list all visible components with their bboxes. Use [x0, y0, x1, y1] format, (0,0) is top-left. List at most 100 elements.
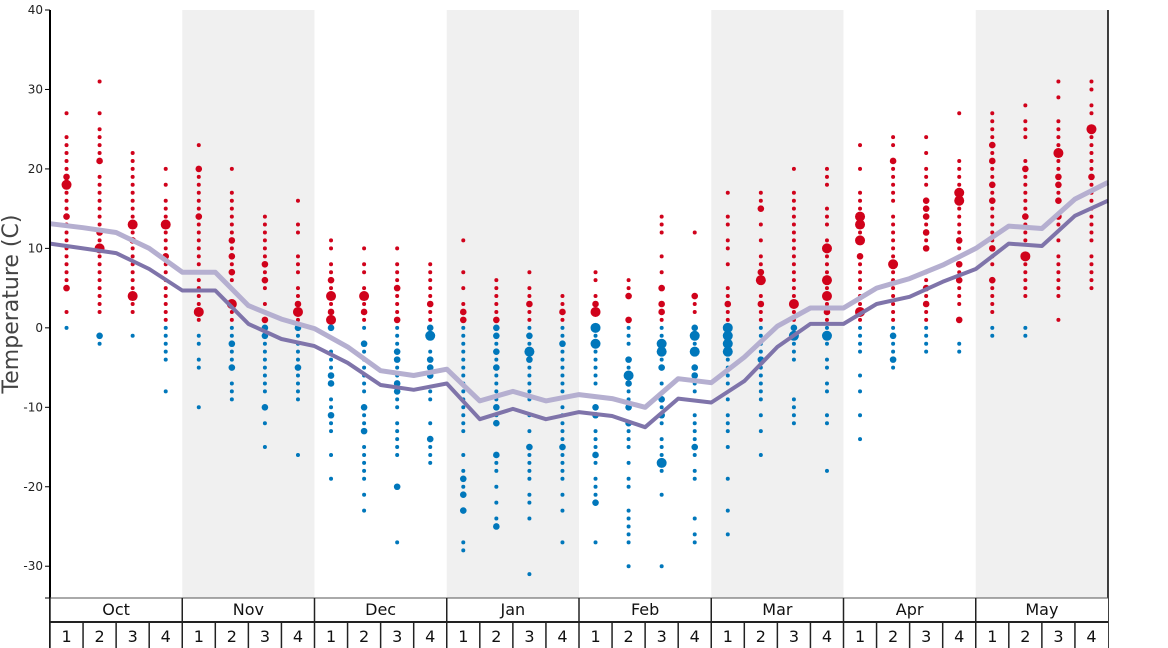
temperature-dot: [626, 333, 631, 338]
temperature-dot: [722, 330, 733, 341]
temperature-dot: [924, 238, 929, 243]
temperature-dot: [262, 254, 267, 259]
temperature-dot: [1089, 182, 1094, 187]
temperature-dot: [461, 357, 466, 362]
temperature-dot: [990, 333, 995, 338]
temperature-dot: [295, 262, 300, 267]
temperature-dot: [163, 206, 168, 211]
temperature-dot: [229, 214, 234, 219]
temperature-dot: [329, 421, 334, 426]
temperature-dot: [758, 309, 763, 314]
temperature-dot: [494, 516, 499, 521]
temperature-dot: [758, 373, 763, 378]
temperature-dot: [1056, 127, 1061, 132]
temperature-dot: [922, 205, 930, 212]
y-tick-label: -10: [23, 400, 43, 414]
temperature-dot: [626, 508, 631, 513]
temperature-dot: [395, 302, 400, 306]
temperature-dot: [924, 278, 929, 283]
temperature-dot: [461, 421, 466, 426]
temperature-dot: [1023, 127, 1028, 132]
temperature-dot: [1056, 317, 1061, 322]
temperature-dot: [64, 158, 69, 163]
temperature-dot: [824, 174, 829, 179]
temperature-dot: [957, 294, 962, 299]
temperature-dot: [461, 286, 466, 291]
temperature-dot: [295, 381, 300, 386]
temperature-dot: [1089, 151, 1094, 156]
temperature-dot: [1023, 270, 1028, 275]
temperature-dot: [891, 246, 896, 251]
temperature-dot: [329, 397, 334, 402]
temperature-dot: [461, 548, 466, 553]
temperature-dot: [229, 222, 234, 227]
temperature-dot: [1023, 238, 1028, 243]
week-label: 2: [756, 627, 766, 646]
temperature-dot: [692, 309, 697, 314]
temperature-dot: [626, 516, 631, 521]
temperature-dot: [858, 166, 863, 171]
temperature-dot: [63, 173, 70, 181]
temperature-dot: [626, 564, 631, 569]
temperature-dot: [97, 127, 102, 132]
temperature-dot: [228, 364, 236, 371]
temperature-dot: [130, 198, 135, 203]
temperature-dot: [130, 206, 135, 211]
temperature-dot: [725, 429, 730, 434]
temperature-dot: [891, 198, 896, 203]
temperature-dot: [957, 214, 962, 219]
temperature-dot: [957, 182, 962, 187]
temperature-dot: [163, 349, 168, 354]
temperature-dot: [494, 357, 499, 362]
week-label: 4: [161, 627, 171, 646]
temperature-dot: [428, 262, 433, 267]
temperature-dot: [922, 245, 930, 252]
temperature-dot: [362, 246, 367, 251]
temperature-dot: [1089, 262, 1094, 267]
temperature-dot: [593, 373, 598, 378]
temperature-dot: [1086, 124, 1097, 135]
temperature-dot: [758, 429, 763, 434]
temperature-dot: [163, 333, 168, 338]
temperature-dot: [560, 468, 565, 473]
temperature-dot: [791, 278, 796, 283]
month-label: Jan: [500, 600, 526, 619]
temperature-dot: [891, 294, 896, 299]
temperature-dot: [130, 333, 135, 338]
temperature-dot: [1023, 262, 1028, 267]
temperature-dot: [362, 452, 367, 457]
temperature-dot: [858, 389, 863, 394]
week-label: 1: [61, 627, 71, 646]
temperature-dot: [97, 174, 102, 179]
temperature-dot: [1023, 119, 1028, 124]
temperature-dot: [626, 476, 631, 481]
y-tick-label: 20: [28, 162, 43, 176]
temperature-dot: [791, 341, 796, 346]
temperature-dot: [659, 468, 664, 473]
temperature-dot: [891, 135, 896, 140]
y-tick-label: 30: [28, 82, 43, 96]
temperature-dot: [459, 507, 467, 514]
temperature-dot: [891, 190, 896, 195]
temperature-dot: [659, 333, 664, 338]
temperature-dot: [228, 340, 236, 348]
temperature-dot: [97, 111, 102, 116]
temperature-dot: [395, 309, 400, 314]
y-axis: 40 30 20 10 0 -10 -20 -30: [23, 3, 1109, 648]
temperature-dot: [689, 330, 700, 341]
temperature-dot: [526, 332, 533, 340]
temperature-dot: [824, 389, 829, 394]
temperature-dot: [988, 157, 996, 165]
temperature-dot: [824, 365, 829, 370]
temperature-dot: [262, 421, 267, 426]
temperature-dot: [295, 373, 300, 378]
temperature-dot: [791, 286, 796, 291]
temperature-dot: [130, 166, 135, 171]
temperature-dot: [362, 317, 367, 322]
temperature-dot: [593, 365, 598, 370]
temperature-dot: [924, 341, 929, 346]
temperature-dot: [262, 238, 267, 243]
temperature-dot: [130, 151, 135, 156]
temperature-dot: [261, 260, 269, 268]
temperature-dot: [326, 291, 337, 302]
